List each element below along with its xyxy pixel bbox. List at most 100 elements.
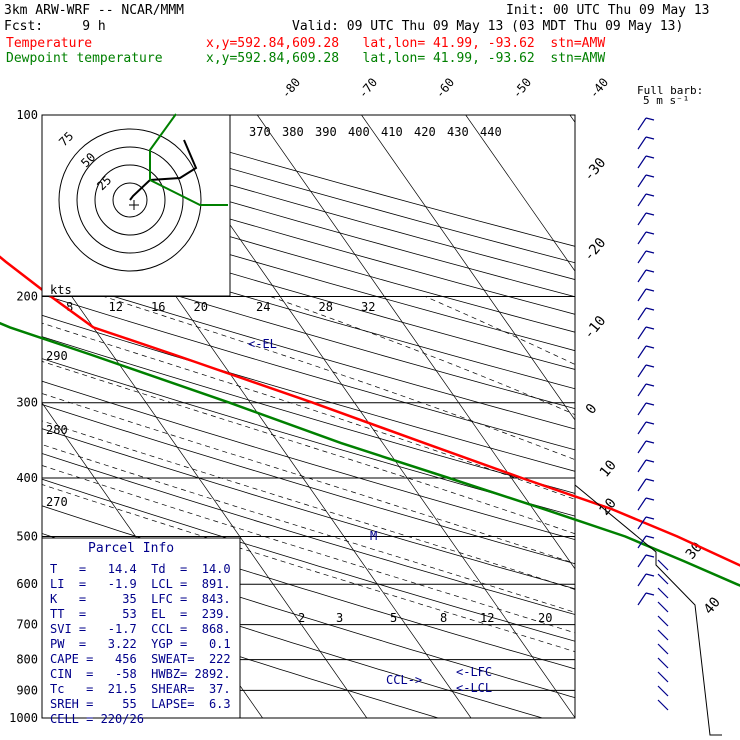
mid-axis-label: 28 (319, 300, 333, 314)
wind-barb (637, 383, 647, 397)
isotherm-side-label: -10 (581, 313, 610, 343)
wind-barb-flag (645, 269, 655, 273)
wind-barb (637, 554, 647, 568)
wind-barb-flag (645, 402, 655, 406)
wind-barb-flag (645, 231, 655, 235)
wind-barb (637, 117, 647, 131)
hodograph-ring (112, 182, 148, 218)
m-marker: M (370, 529, 377, 543)
isotherm-line (361, 115, 575, 421)
dry-adiabat-line (42, 273, 575, 430)
dewpoint-legend-label: Dewpoint temperature (6, 51, 163, 66)
barb-panel-edge (574, 484, 722, 736)
moist-adiabat-line (42, 322, 575, 500)
mid-axis-label: 12 (109, 300, 123, 314)
parcel-info-row: Tc = 21.5 SHEAR= 37. (50, 682, 231, 696)
dry-adiabat-line (42, 478, 575, 642)
wind-barb (637, 193, 647, 207)
parcel-info-row: PW = 3.22 YGP = 0.1 (50, 637, 231, 651)
wind-barb (637, 269, 647, 283)
isotherm-side-label: -30 (581, 155, 610, 185)
wind-barb (637, 155, 647, 169)
temperature-profile (0, 255, 740, 567)
dry-adiabat-line (42, 294, 575, 451)
dry-adiabat-line (42, 216, 575, 370)
dry-adiabat-line (42, 453, 575, 615)
dry-adiabat-line (42, 428, 575, 590)
wind-barb-flag (645, 497, 655, 501)
wind-barb (637, 231, 647, 245)
pressure-tick-label: 100 (16, 108, 38, 122)
wind-barb (637, 174, 647, 188)
mixing-ratio-label: 5 (390, 611, 397, 625)
model-title: 3km ARW-WRF -- NCAR/MMM (4, 3, 185, 18)
wind-barb-flag (645, 478, 655, 482)
theta-top-label: 430 (447, 125, 469, 139)
wind-barb-flag (645, 193, 655, 197)
parcel-info-title: Parcel Info (88, 541, 174, 556)
mixing-ratio-line (638, 584, 740, 718)
isotherm-side-label: 0 (583, 401, 601, 418)
wind-barb (657, 671, 669, 683)
mid-axis-label: 8 (66, 300, 73, 314)
pressure-tick-label: 600 (16, 577, 38, 591)
dry-adiabat-line (42, 591, 439, 718)
moist-adiabat-line (270, 296, 575, 415)
wind-barb (657, 587, 669, 599)
mixing-ratio-label: 3 (336, 611, 343, 625)
wind-barb (637, 212, 647, 226)
plot-frame (41, 114, 576, 719)
dewpoint-profile (0, 321, 740, 587)
wind-barb (637, 592, 647, 606)
pressure-tick-label: 400 (16, 471, 38, 485)
isotherm-top-label: -80 (279, 75, 304, 101)
temperature-legend-label: Temperature (6, 36, 93, 51)
wind-barb (657, 559, 669, 571)
dry-adiabat-line (42, 235, 575, 390)
wind-barb-flag (645, 535, 655, 539)
pressure-tick-label: 500 (16, 529, 38, 543)
wind-barb (657, 699, 669, 711)
wind-barb (637, 459, 647, 473)
wind-barb (637, 364, 647, 378)
parcel-info-row: LI = -1.9 LCL = 891. (50, 577, 231, 591)
hodograph-green-trace (149, 113, 228, 206)
theta-top-label: 390 (315, 125, 337, 139)
isotherm-top-label: -40 (587, 75, 612, 101)
isotherm-side-label: 10 (597, 457, 620, 480)
hodograph-unit-label: kts (50, 283, 72, 297)
wind-barb-flag (645, 307, 655, 311)
el-marker: <-EL (248, 337, 277, 351)
mixing-ratio-label: 20 (538, 611, 552, 625)
parcel-info-row: T = 14.4 Td = 14.0 (50, 562, 231, 576)
isotherm-line (42, 253, 368, 718)
isotherm-top-label: -70 (356, 75, 381, 101)
wind-barb-flag (645, 117, 655, 121)
wind-barb (637, 288, 647, 302)
wind-barb-flag (645, 345, 655, 349)
hodograph-ring (94, 164, 166, 236)
wind-barb-flag (645, 459, 655, 463)
wind-barb-flag (645, 155, 655, 159)
wind-barb (637, 345, 647, 359)
lcl-marker: <-LCL (456, 681, 492, 695)
wind-barb (637, 535, 647, 549)
theta-side-label: 270 (46, 495, 68, 509)
wind-barb (637, 440, 647, 454)
wind-barb (657, 601, 669, 613)
wind-barb-flag (645, 212, 655, 216)
wind-barb-flag (645, 383, 655, 387)
mid-axis-label: 24 (256, 300, 270, 314)
dry-adiabat-line (42, 336, 575, 494)
parcel-info-row: CELL = 220/26 (50, 712, 144, 726)
theta-side-label: 290 (46, 349, 68, 363)
moist-adiabat-line (425, 296, 575, 365)
parcel-info-row: SREH = 55 LAPSE= 6.3 (50, 697, 231, 711)
wind-barb (637, 136, 647, 150)
mixing-ratio-label: 2 (298, 611, 305, 625)
moist-adiabat-line (42, 361, 575, 535)
theta-top-label: 370 (249, 125, 271, 139)
wind-barb-flag (645, 573, 655, 577)
pressure-tick-label: 200 (16, 290, 38, 304)
dry-adiabat-line (42, 561, 543, 718)
